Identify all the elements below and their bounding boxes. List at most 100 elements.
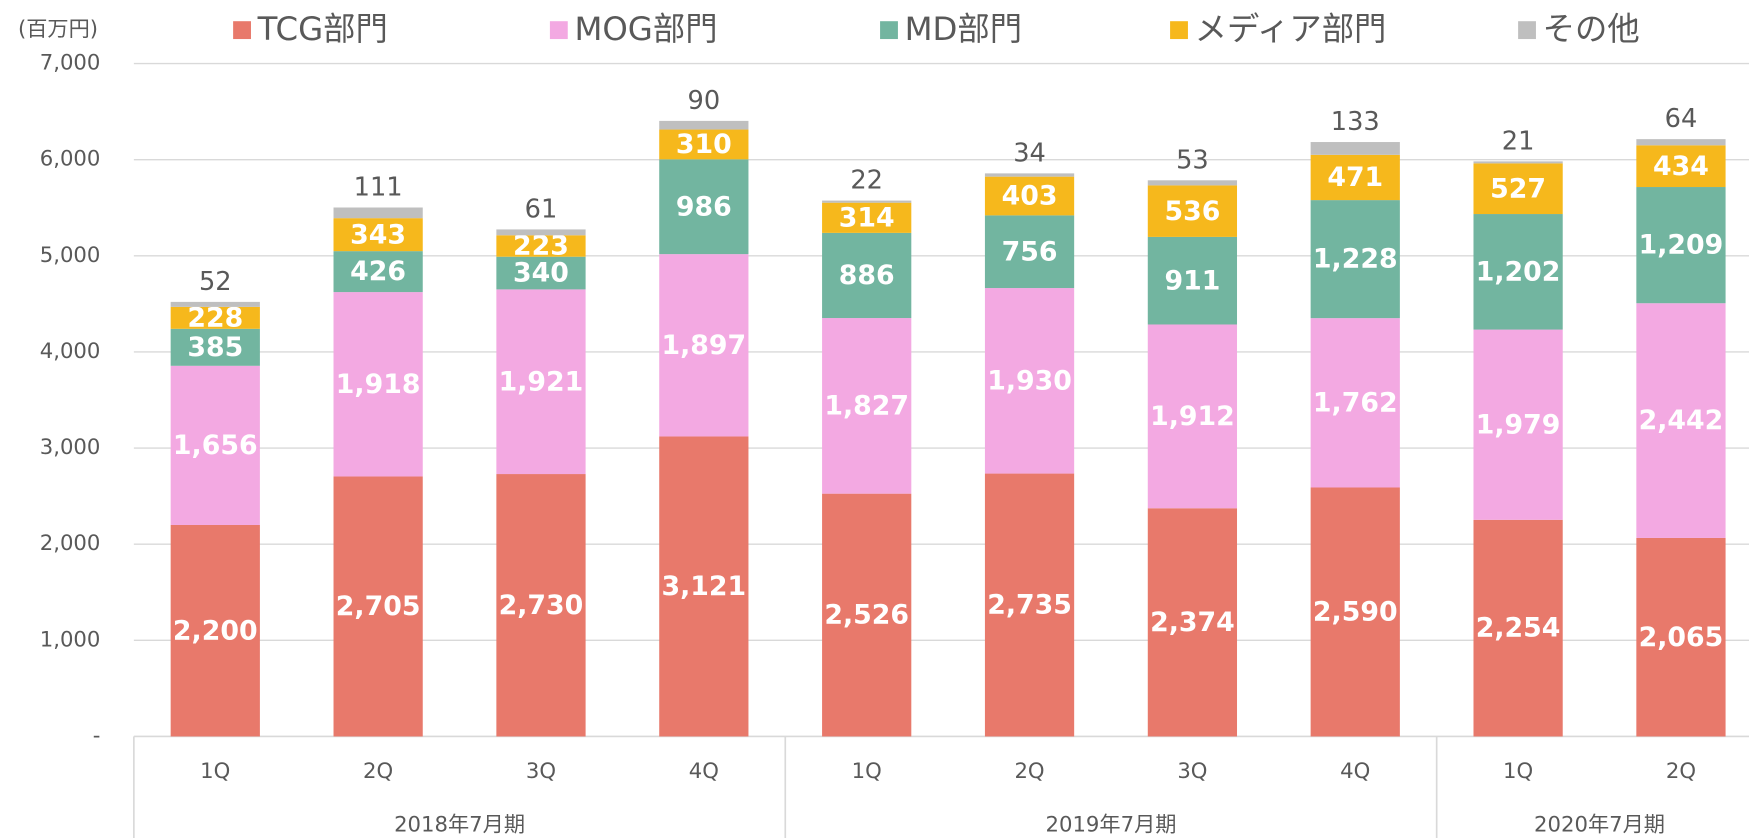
bar-segment xyxy=(170,301,260,307)
bar-segment xyxy=(822,493,912,737)
data-label: 403 xyxy=(1002,181,1058,212)
data-label: 61 xyxy=(525,194,558,224)
unit-label: (百万円) xyxy=(18,16,98,41)
data-label: 1,209 xyxy=(1639,230,1724,261)
bar-segment xyxy=(822,202,912,233)
bar-segment xyxy=(1147,324,1238,509)
data-label: 2,526 xyxy=(824,600,909,631)
data-label: 1,918 xyxy=(336,369,421,400)
legend-swatch xyxy=(880,21,898,40)
data-label: 536 xyxy=(1164,196,1220,227)
legend-swatch xyxy=(1518,21,1536,40)
bar-segment xyxy=(822,318,912,494)
bar-segment xyxy=(1636,537,1726,737)
data-label: 756 xyxy=(1002,236,1058,267)
data-label: 2,200 xyxy=(173,615,258,646)
data-label: 53 xyxy=(1176,145,1209,175)
data-label: 111 xyxy=(354,173,403,203)
x-tick-label: 3Q xyxy=(526,758,556,783)
data-label: 2,442 xyxy=(1639,405,1724,436)
bar-segment xyxy=(170,306,260,329)
bar-segment xyxy=(496,289,586,475)
bar-segment xyxy=(1636,139,1726,146)
bar-segment xyxy=(984,173,1075,177)
data-label: 2,705 xyxy=(336,591,421,622)
data-label: 64 xyxy=(1665,104,1698,134)
data-label: 2,065 xyxy=(1639,622,1724,653)
bar-segment xyxy=(659,254,749,437)
group-label: 2018年7月期 xyxy=(394,812,525,837)
data-label: 52 xyxy=(199,267,232,297)
data-label: 90 xyxy=(688,86,721,116)
data-label: 133 xyxy=(1331,107,1380,137)
bar-segment xyxy=(496,229,586,236)
bar-segment xyxy=(984,215,1075,289)
bar-segment xyxy=(1636,187,1726,304)
data-label: 2,590 xyxy=(1313,597,1398,628)
bar-segment xyxy=(1310,318,1400,488)
data-label: 223 xyxy=(513,231,569,262)
data-label: 343 xyxy=(350,219,406,250)
data-label: 986 xyxy=(676,191,732,222)
bar-segment xyxy=(333,207,423,219)
data-label: 1,827 xyxy=(824,390,909,421)
bar-segment xyxy=(1636,145,1726,188)
bar-segment xyxy=(984,473,1075,737)
bar-segment xyxy=(170,365,260,525)
y-tick-label: 7,000 xyxy=(40,50,101,75)
y-tick-label: 6,000 xyxy=(40,146,101,171)
x-tick-label: 1Q xyxy=(200,758,230,783)
group-label: 2019年7月期 xyxy=(1045,812,1176,837)
legend-label: MD部門 xyxy=(905,10,1022,48)
data-label: 385 xyxy=(187,332,243,363)
bar-segment xyxy=(984,176,1075,216)
bar-segment xyxy=(333,476,423,737)
data-label: 886 xyxy=(839,260,895,291)
data-label: 1,202 xyxy=(1476,256,1561,287)
bar-segment xyxy=(333,251,423,293)
data-label: 3,121 xyxy=(662,571,747,602)
bar-segment xyxy=(170,328,260,366)
bar-segment xyxy=(1473,519,1563,737)
data-label: 310 xyxy=(676,129,732,160)
y-tick-label: 3,000 xyxy=(40,434,101,459)
bar-segment xyxy=(496,256,586,290)
legend-swatch xyxy=(549,21,568,40)
bar-segment xyxy=(822,232,912,319)
data-label: 471 xyxy=(1327,162,1383,193)
group-label: 2020年7月期 xyxy=(1534,812,1665,837)
bar-segment xyxy=(659,129,749,160)
data-label: 34 xyxy=(1013,138,1046,168)
data-label: 340 xyxy=(513,258,569,289)
y-tick-label: - xyxy=(93,722,101,747)
legend-label: TCG部門 xyxy=(257,10,388,48)
bar-segment xyxy=(333,292,423,477)
legend-label: MOG部門 xyxy=(574,10,717,48)
bar-segment xyxy=(822,200,912,203)
data-label: 2,735 xyxy=(987,590,1072,621)
x-tick-label: 2Q xyxy=(1014,758,1044,783)
y-tick-label: 5,000 xyxy=(40,242,101,267)
x-tick-label: 1Q xyxy=(1503,758,1533,783)
y-tick-label: 1,000 xyxy=(40,626,101,651)
x-tick-label: 3Q xyxy=(1177,758,1207,783)
bar-segment xyxy=(1147,180,1238,186)
bar-segment xyxy=(170,524,260,737)
bar-segment xyxy=(659,436,749,737)
legend-label: その他 xyxy=(1543,10,1640,48)
y-tick-label: 2,000 xyxy=(40,530,101,555)
bar-segment xyxy=(1473,329,1563,520)
x-tick-label: 1Q xyxy=(852,758,882,783)
bar-segment xyxy=(1473,214,1563,330)
y-tick-label: 4,000 xyxy=(40,338,101,363)
data-label: 434 xyxy=(1653,151,1709,182)
bar-segment xyxy=(1473,163,1563,215)
data-label: 1,228 xyxy=(1313,244,1398,275)
data-label: 1,979 xyxy=(1476,409,1561,440)
x-tick-label: 4Q xyxy=(689,758,719,783)
bar-segment xyxy=(1473,161,1563,164)
data-label: 2,730 xyxy=(499,590,584,621)
bar-segment xyxy=(1636,303,1726,538)
data-label: 426 xyxy=(350,256,406,287)
